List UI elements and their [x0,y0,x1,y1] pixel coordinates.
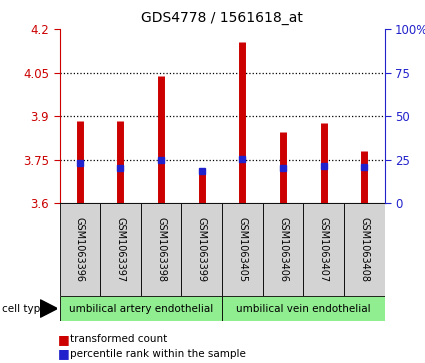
Text: percentile rank within the sample: percentile rank within the sample [70,349,246,359]
Text: GSM1063398: GSM1063398 [156,217,166,282]
Text: umbilical artery endothelial: umbilical artery endothelial [69,303,213,314]
Bar [222,296,385,321]
Text: ■: ■ [57,333,69,346]
Text: umbilical vein endothelial: umbilical vein endothelial [236,303,371,314]
Text: GSM1063396: GSM1063396 [75,217,85,282]
Bar [263,203,303,296]
Text: transformed count: transformed count [70,334,167,344]
Text: GSM1063408: GSM1063408 [359,217,369,282]
Bar [100,203,141,296]
Bar [222,203,263,296]
Bar [181,203,222,296]
Text: GSM1063397: GSM1063397 [116,217,125,282]
Text: GSM1063406: GSM1063406 [278,217,288,282]
Text: GSM1063399: GSM1063399 [197,217,207,282]
Polygon shape [40,300,57,317]
Text: cell type: cell type [2,303,47,314]
Bar [344,203,385,296]
Bar [60,296,222,321]
Bar [141,203,181,296]
Text: ■: ■ [57,347,69,360]
Title: GDS4778 / 1561618_at: GDS4778 / 1561618_at [141,11,303,25]
Text: GSM1063405: GSM1063405 [238,217,247,282]
Bar [60,203,100,296]
Bar [303,203,344,296]
Text: GSM1063407: GSM1063407 [319,217,329,282]
